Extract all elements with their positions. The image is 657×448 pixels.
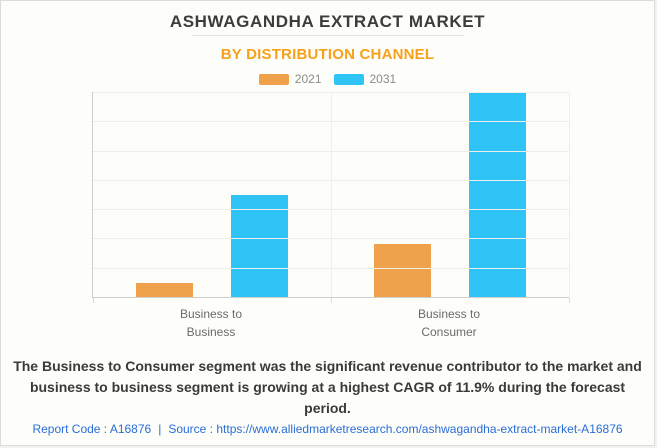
legend-label: 2031 (369, 72, 397, 86)
footer: Report Code : A16876 | Source : https://ww… (1, 422, 654, 436)
x-axis-category-label: Business to Consumer (417, 307, 481, 339)
bar-group (93, 92, 331, 297)
legend-swatch-2021 (258, 73, 289, 85)
bar-2031 (231, 194, 288, 297)
gridline-vertical (331, 92, 332, 297)
plot-area (92, 92, 570, 303)
title-divider (191, 35, 464, 36)
annotation-text: The Business to Consumer segment was the… (13, 358, 642, 416)
gridline-vertical (569, 92, 570, 297)
bar-group (331, 92, 569, 297)
report-code: Report Code : A16876 (32, 422, 152, 436)
x-axis-labels: Business to Business Business to Consumer (92, 305, 568, 341)
bar-2021 (136, 282, 193, 297)
x-axis-tick (569, 298, 570, 303)
page-title: ASHWAGANDHA EXTRACT MARKET (169, 12, 486, 31)
x-axis-tick (331, 298, 332, 303)
bar-2021 (374, 243, 431, 297)
x-axis-category-label: Business to Business (179, 307, 243, 339)
legend-item-2031: 2031 (333, 72, 397, 86)
legend: 2021 2031 (1, 72, 654, 86)
x-axis-tick (93, 298, 94, 303)
source-label: Source : (168, 422, 214, 436)
legend-swatch-2031 (333, 73, 364, 85)
bar-groups (93, 92, 569, 297)
legend-item-2021: 2021 (258, 72, 322, 86)
legend-label: 2021 (294, 72, 322, 86)
bar-2031 (469, 92, 526, 297)
chart-subtitle: BY DISTRIBUTION CHANNEL (220, 46, 435, 63)
source-url-link[interactable]: https://www.alliedmarketresearch.com/ash… (216, 422, 623, 436)
footer-separator: | (158, 422, 162, 436)
